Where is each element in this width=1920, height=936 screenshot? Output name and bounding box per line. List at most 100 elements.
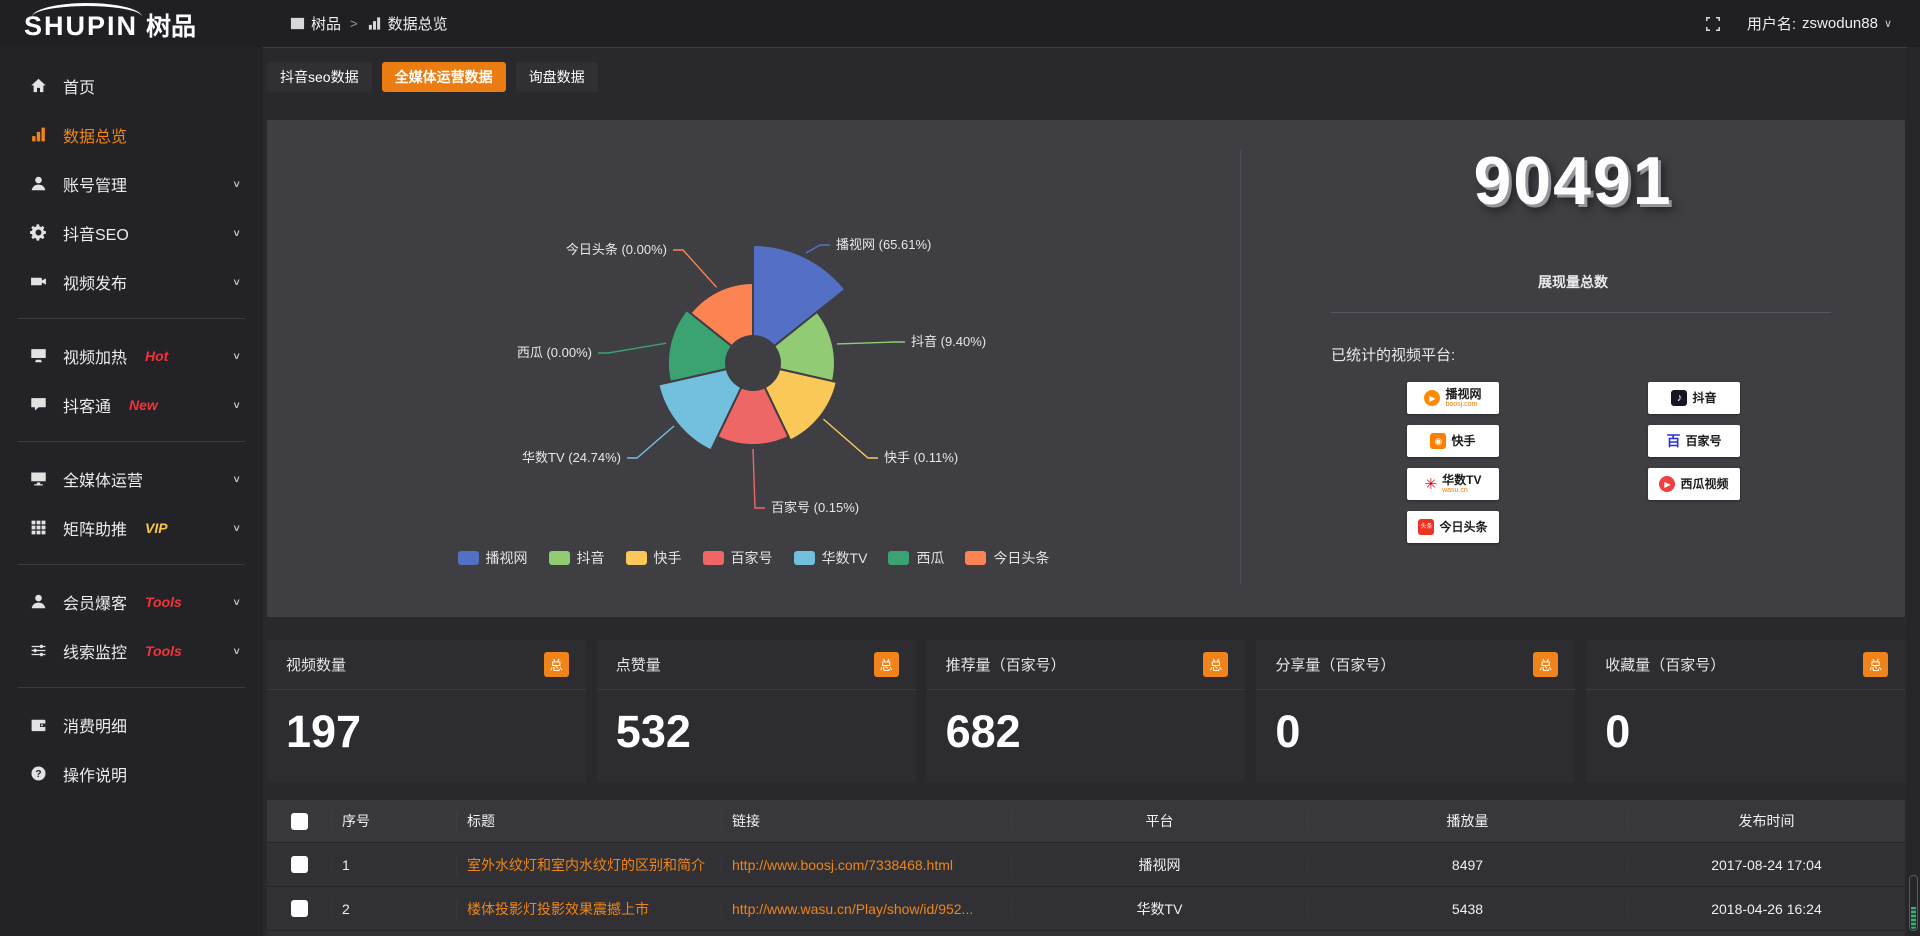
label-connector [752,448,765,509]
sidebar-item-account[interactable]: 账号管理 ∨ [0,159,263,208]
music-note-icon: ♪ [1671,390,1688,406]
user-icon [31,176,46,191]
platform-chip-5: ▶ 西瓜视频 [1648,468,1740,500]
sidebar-item-matrix-boost[interactable]: 矩阵助推 VIP ∨ [0,503,263,552]
legend-item-0[interactable]: 播视网 [457,548,528,568]
total-badge[interactable]: 总 [1533,652,1559,677]
table-row-partial [267,930,1905,936]
sidebar-item-spend-detail[interactable]: 消费明细 [0,700,263,749]
cell-no: 2 [331,900,456,917]
cell-time: 2017-08-24 17:04 [1627,856,1905,873]
video-camera-icon [31,277,46,286]
col-platform: 平台 [1011,811,1307,831]
label-connector [627,425,675,459]
legend-swatch [793,551,815,565]
row-checkbox[interactable] [290,900,308,917]
cell-platform: 华数TV [1011,898,1307,919]
sidebar-divider [18,441,245,442]
chart-panel: 播视网 (65.61%) 抖音 (9.40%) 快手 (0.11%) 百家号 (0.1… [267,120,1905,617]
play-circle-icon: ▶ [1424,390,1441,406]
username-label: 用户名: [1746,16,1797,33]
tools-badge: Tools [145,593,182,610]
person-icon [31,594,46,609]
col-plays: 播放量 [1307,811,1627,831]
slice-label: 抖音 (9.40%) [911,334,986,349]
cell-title-link[interactable]: 室外水纹灯和室内水纹灯的区别和简介 [456,854,721,875]
sidebar-item-help[interactable]: ? 操作说明 [0,749,263,798]
scrollbar-track[interactable] [1907,47,1920,936]
user-menu[interactable]: 用户名: zswodun88 ∨ [1747,13,1892,34]
legend-item-4[interactable]: 华数TV [793,548,867,568]
chevron-down-icon: ∨ [232,644,241,657]
chat-bubble-icon [31,398,46,411]
tab-media-ops-data[interactable]: 全媒体运营数据 [381,62,506,92]
slice-label: 百家号 (0.15%) [771,500,859,515]
hot-badge: Hot [145,347,169,364]
cell-title-link[interactable]: 楼体投影灯投影效果震撼上市 [456,898,721,919]
legend-item-5[interactable]: 西瓜 [888,548,944,568]
chevron-down-icon: ∨ [232,595,241,608]
toutiao-icon: 头条 [1418,519,1435,535]
platform-chip-0: ▶ 播视网 boosj.com [1407,382,1499,414]
header-divider [263,47,1920,48]
chevron-down-icon: ∨ [232,398,241,411]
sidebar-item-douyin-seo[interactable]: 抖音SEO ∨ [0,208,263,257]
pie-slice-4[interactable] [657,367,743,452]
platform-chip-2: ◉ 快手 [1407,425,1499,457]
legend-item-6[interactable]: 今日头条 [965,548,1049,568]
summary-pane: 90491 展现量总数 已统计的视频平台: ▶ 播视网 boosj.com ♪ 抖音 ◉ 快… [1241,120,1905,617]
select-all-checkbox[interactable] [290,812,308,830]
cell-url-link[interactable]: http://www.boosj.com/7338468.html [721,856,1011,873]
sidebar-item-member-burst[interactable]: 会员爆客 Tools ∨ [0,577,263,626]
tab-douyin-seo-data[interactable]: 抖音seo数据 [267,62,372,92]
total-badge[interactable]: 总 [1862,652,1888,677]
data-tabs: 抖音seo数据 全媒体运营数据 询盘数据 [267,62,1905,92]
tools-badge: Tools [145,642,182,659]
panel-vertical-divider [1240,150,1241,585]
table-row: 1 室外水纹灯和室内水纹灯的区别和简介 http://www.boosj.com… [267,842,1905,886]
legend-swatch [888,551,910,565]
sidebar-item-data-overview[interactable]: 数据总览 [0,110,263,159]
col-time: 发布时间 [1627,811,1905,831]
platform-chip-4: ✳ 华数TV wasu.cn [1407,468,1499,500]
videos-table: 序号 标题 链接 平台 播放量 发布时间 1 室外水纹灯和室内水纹灯的区别和简介… [267,800,1905,936]
scrollbar-thumb[interactable] [1909,875,1918,931]
pie-slice-0[interactable] [752,243,847,348]
breadcrumb-root[interactable]: 树品 [290,13,341,34]
chevron-down-icon: ∨ [232,521,241,534]
platform-chips: ▶ 播视网 boosj.com ♪ 抖音 ◉ 快手 百百家号 ✳ 华数TV wasu.cn ▶ 西瓜视频… [1407,382,1740,543]
table-row: 2 楼体投影灯投影效果震撼上市 http://www.wasu.cn/Play/… [267,886,1905,930]
total-badge[interactable]: 总 [543,652,569,677]
gear-icon [30,224,46,241]
summary-divider [1331,312,1831,313]
main-content: 抖音seo数据 全媒体运营数据 询盘数据 播视网 (65.61%) 抖音 (9.4… [263,47,1920,936]
rose-pie-chart[interactable]: 播视网 (65.61%) 抖音 (9.40%) 快手 (0.11%) 百家号 (0.1… [267,120,1240,540]
sidebar-item-lead-monitor[interactable]: 线索监控 Tools ∨ [0,626,263,675]
card-shares: 分享量（百家号） 总 0 [1256,640,1576,782]
row-checkbox[interactable] [290,856,308,873]
card-video-count: 视频数量 总 197 [267,640,586,782]
chevron-down-icon: ∨ [232,349,241,362]
legend-item-1[interactable]: 抖音 [548,548,605,568]
sidebar-item-video-heat[interactable]: 视频加热 Hot ∨ [0,331,263,380]
chevron-down-icon: ∨ [232,472,241,485]
total-badge[interactable]: 总 [873,652,899,677]
platform-chip-6: 头条 今日头条 [1407,511,1499,543]
pie-slice-5[interactable] [667,308,734,384]
sidebar-item-video-publish[interactable]: 视频发布 ∨ [0,257,263,306]
card-value: 0 [1275,706,1301,757]
new-badge: New [129,396,158,413]
breadcrumb-current[interactable]: 数据总览 [367,13,448,34]
pie-slice-6[interactable] [689,281,754,348]
sidebar-item-doketong[interactable]: 抖客通 New ∨ [0,380,263,429]
sidebar-item-home[interactable]: 首页 [0,61,263,110]
tab-inquiry-data[interactable]: 询盘数据 [515,62,598,92]
wallet-icon [31,719,46,732]
starburst-icon: ✳ [1424,476,1438,493]
cell-url-link[interactable]: http://www.wasu.cn/Play/show/id/952... [721,900,1011,917]
fullscreen-icon[interactable] [1705,16,1721,32]
sidebar-item-media-ops[interactable]: 全媒体运营 ∨ [0,454,263,503]
total-badge[interactable]: 总 [1203,652,1229,677]
legend-item-2[interactable]: 快手 [625,548,682,568]
legend-item-3[interactable]: 百家号 [702,548,773,568]
